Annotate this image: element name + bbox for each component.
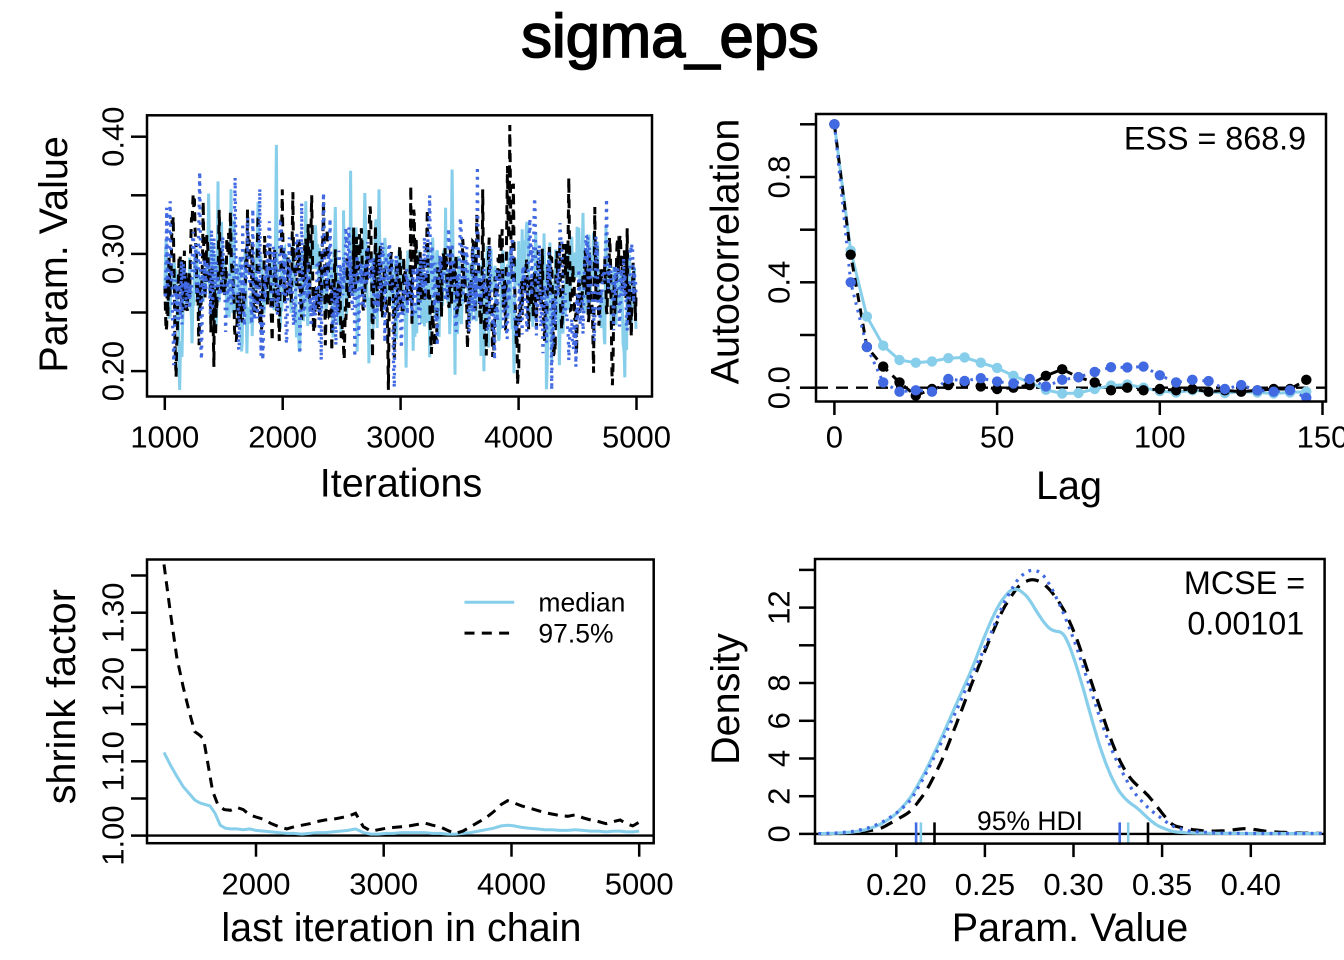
svg-text:Lag: Lag <box>1036 464 1102 508</box>
svg-text:1.00: 1.00 <box>96 805 131 865</box>
svg-text:0.25: 0.25 <box>955 867 1015 902</box>
svg-text:0: 0 <box>762 825 797 842</box>
svg-text:0.40: 0.40 <box>96 107 131 167</box>
svg-text:1000: 1000 <box>130 419 199 454</box>
svg-text:sigma_eps: sigma_eps <box>521 2 818 71</box>
svg-text:0.4: 0.4 <box>762 261 797 304</box>
svg-text:5000: 5000 <box>605 867 674 902</box>
svg-text:0: 0 <box>826 419 843 454</box>
svg-text:50: 50 <box>980 419 1014 454</box>
svg-text:0.35: 0.35 <box>1132 867 1192 902</box>
svg-text:0.30: 0.30 <box>1043 867 1103 902</box>
svg-text:150: 150 <box>1297 419 1344 454</box>
svg-text:1.30: 1.30 <box>96 583 131 643</box>
svg-text:median: median <box>538 588 625 618</box>
svg-text:12: 12 <box>762 590 797 624</box>
svg-text:Autocorrelation: Autocorrelation <box>704 119 748 385</box>
svg-text:Param. Value: Param. Value <box>952 906 1188 950</box>
svg-text:95% HDI: 95% HDI <box>977 806 1083 836</box>
svg-text:0.40: 0.40 <box>1221 867 1281 902</box>
svg-text:2: 2 <box>762 788 797 805</box>
svg-text:2000: 2000 <box>222 867 291 902</box>
svg-text:0.30: 0.30 <box>96 224 131 284</box>
svg-text:1.20: 1.20 <box>96 657 131 717</box>
svg-text:0.8: 0.8 <box>762 155 797 198</box>
svg-text:4000: 4000 <box>477 867 546 902</box>
svg-text:shrink factor: shrink factor <box>40 589 84 804</box>
svg-text:3000: 3000 <box>366 419 435 454</box>
svg-text:0.20: 0.20 <box>96 341 131 401</box>
svg-text:0.20: 0.20 <box>866 867 926 902</box>
svg-text:2000: 2000 <box>248 419 317 454</box>
svg-text:MCSE =: MCSE = <box>1184 565 1305 601</box>
svg-text:3000: 3000 <box>349 867 418 902</box>
svg-text:Param. Value: Param. Value <box>32 136 76 372</box>
svg-text:ESS = 868.9: ESS = 868.9 <box>1124 120 1306 156</box>
svg-text:last iteration in chain: last iteration in chain <box>221 906 581 950</box>
svg-text:0.0: 0.0 <box>762 366 797 409</box>
svg-text:97.5%: 97.5% <box>538 619 613 649</box>
svg-text:6: 6 <box>762 712 797 729</box>
svg-text:Iterations: Iterations <box>320 462 482 506</box>
svg-text:8: 8 <box>762 674 797 691</box>
svg-text:0.00101: 0.00101 <box>1187 605 1304 641</box>
svg-text:100: 100 <box>1134 419 1186 454</box>
svg-text:4000: 4000 <box>484 419 553 454</box>
svg-text:Density: Density <box>704 633 748 765</box>
svg-text:4: 4 <box>762 750 797 767</box>
svg-text:1.10: 1.10 <box>96 731 131 791</box>
svg-text:5000: 5000 <box>602 419 671 454</box>
